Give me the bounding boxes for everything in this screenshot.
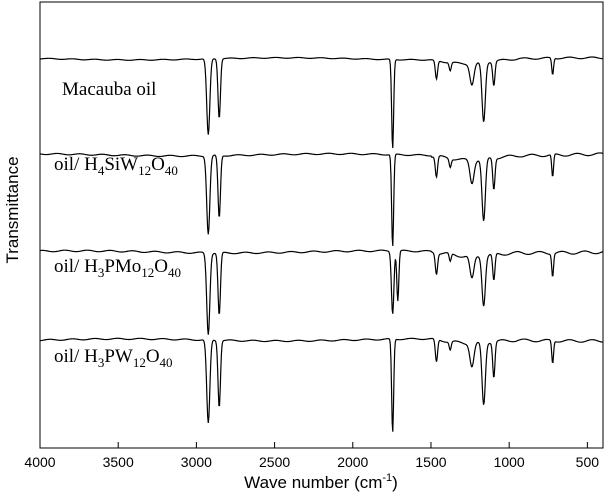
spectrum-line (39, 56, 604, 149)
x-axis-ticks: 4000 3500 3000 2500 2000 1500 1000 500 (24, 442, 599, 470)
x-tick-label: 2000 (337, 454, 368, 470)
series-label: oil/ H3PW12O40 (54, 346, 173, 370)
series-label: Macauba oil (62, 79, 156, 100)
series-label: oil/ H4SiW12O40 (54, 154, 178, 178)
spectrum-line (39, 249, 604, 335)
spectrum-line (39, 337, 604, 432)
spectrum-line (39, 152, 604, 247)
x-tick-label: 500 (576, 454, 600, 470)
series-label: oil/ H3PMo12O40 (54, 256, 181, 280)
x-axis-label-main: Wave number (cm (244, 473, 382, 492)
x-tick-label: 4000 (24, 454, 55, 470)
x-tick-label: 3000 (181, 454, 212, 470)
x-tick-label: 3500 (103, 454, 134, 470)
x-axis-label: Wave number (cm-1) (244, 472, 398, 492)
x-tick-label: 1500 (415, 454, 446, 470)
plot-frame (39, 1, 604, 449)
x-axis-label-sup: -1 (382, 472, 392, 484)
x-axis-label-tail: ) (392, 473, 398, 492)
x-tick-label: 1000 (494, 454, 525, 470)
spectra-group (39, 56, 604, 432)
y-axis-label: Transmittance (3, 156, 22, 263)
x-tick-label: 2500 (259, 454, 290, 470)
series-labels: Macauba oil oil/ H4SiW12O40 oil/ H3PMo12O4… (54, 79, 181, 370)
